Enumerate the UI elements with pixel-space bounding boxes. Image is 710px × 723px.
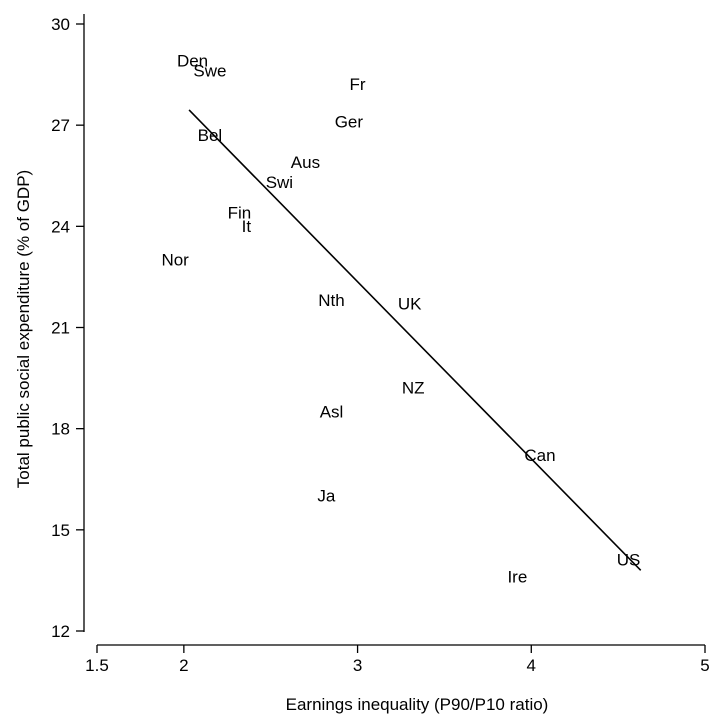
point-label-us: US [617, 551, 641, 570]
y-tick-label: 15 [51, 521, 70, 540]
point-label-ger: Ger [335, 112, 364, 131]
x-tick-label: 1.5 [85, 656, 109, 675]
point-label-swe: Swe [193, 62, 226, 81]
x-tick-label: 3 [353, 656, 362, 675]
point-label-it: It [242, 217, 252, 236]
y-axis-title: Total public social expenditure (% of GD… [14, 170, 33, 488]
fit-line [188, 109, 642, 571]
axes: 12 15 18 21 24 27 30 1.5 2 3 4 5 [51, 14, 710, 675]
point-label-fin: Fin [228, 203, 252, 222]
x-tick-label: 2 [179, 656, 188, 675]
point-label-fr: Fr [350, 75, 366, 94]
point-label-nz: NZ [402, 379, 425, 398]
y-tick-label: 24 [51, 217, 70, 236]
point-label-aus: Aus [291, 153, 320, 172]
x-tick-label: 4 [527, 656, 536, 675]
point-label-ja: Ja [317, 487, 336, 506]
y-tick-label: 21 [51, 319, 70, 338]
x-tick-label: 5 [700, 656, 709, 675]
y-tick-label: 27 [51, 116, 70, 135]
y-tick-label: 12 [51, 622, 70, 641]
point-label-den: Den [177, 52, 208, 71]
point-label-ire: Ire [507, 568, 527, 587]
y-tick-label: 30 [51, 15, 70, 34]
point-label-bel: Bel [198, 126, 223, 145]
x-axis-title: Earnings inequality (P90/P10 ratio) [286, 695, 549, 714]
point-label-uk: UK [398, 294, 422, 313]
point-label-swi: Swi [266, 173, 293, 192]
point-label-asl: Asl [320, 402, 344, 421]
y-tick-label: 18 [51, 420, 70, 439]
point-label-nth: Nth [318, 291, 344, 310]
point-label-nor: Nor [161, 251, 189, 270]
point-label-can: Can [524, 446, 555, 465]
